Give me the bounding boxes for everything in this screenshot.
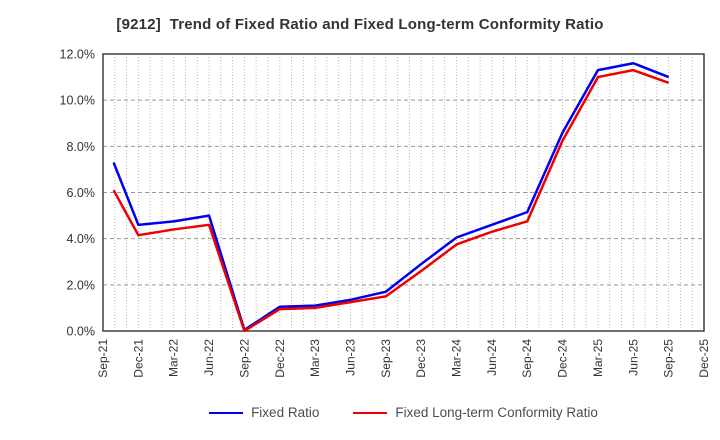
svg-text:Dec-22: Dec-22 [273, 339, 287, 378]
svg-text:10.0%: 10.0% [60, 94, 95, 108]
v-gridlines [102, 54, 705, 331]
svg-text:12.0%: 12.0% [60, 48, 95, 62]
svg-text:Sep-21: Sep-21 [96, 339, 110, 378]
legend: Fixed Ratio Fixed Long-term Conformity R… [103, 405, 704, 420]
svg-text:Sep-22: Sep-22 [237, 339, 251, 378]
legend-label-fixed-ratio: Fixed Ratio [251, 405, 320, 420]
legend-item-fixed-ratio: Fixed Ratio [209, 405, 319, 420]
legend-label-fixed-long-term-conformity-ratio: Fixed Long-term Conformity Ratio [395, 405, 598, 420]
svg-text:Jun-23: Jun-23 [343, 339, 357, 376]
svg-text:8.0%: 8.0% [67, 140, 96, 154]
svg-text:Dec-25: Dec-25 [697, 339, 711, 378]
svg-text:6.0%: 6.0% [67, 186, 96, 200]
svg-text:Dec-23: Dec-23 [414, 339, 428, 378]
svg-text:Mar-22: Mar-22 [167, 339, 181, 377]
y-axis-labels: 0.0% 2.0% 4.0% 6.0% 8.0% 10.0% 12.0% [60, 48, 95, 339]
chart-title: [9212] Trend of Fixed Ratio and Fixed Lo… [116, 16, 604, 33]
svg-text:Sep-25: Sep-25 [662, 339, 676, 378]
svg-text:0.0%: 0.0% [67, 325, 96, 339]
svg-text:Mar-24: Mar-24 [450, 339, 464, 377]
svg-text:2.0%: 2.0% [67, 278, 96, 292]
fixed-long-term-conformity-ratio-line-icon [353, 411, 388, 414]
svg-text:Jun-22: Jun-22 [202, 339, 216, 376]
series-line-fixed-ratio [112, 61, 670, 332]
svg-text:Jun-24: Jun-24 [485, 339, 499, 376]
svg-text:Sep-23: Sep-23 [379, 339, 393, 378]
h-gridlines [103, 53, 704, 332]
svg-text:4.0%: 4.0% [67, 232, 96, 246]
svg-text:Jun-25: Jun-25 [626, 339, 640, 376]
series-line-fixed-long-term-conformity-ratio [112, 68, 670, 333]
svg-text:Sep-24: Sep-24 [520, 339, 534, 378]
svg-text:Mar-23: Mar-23 [308, 339, 322, 377]
legend-item-fixed-long-term-conformity-ratio: Fixed Long-term Conformity Ratio [353, 405, 598, 420]
svg-text:Dec-24: Dec-24 [556, 339, 570, 378]
svg-text:Dec-21: Dec-21 [131, 339, 145, 378]
plot-border [102, 53, 705, 332]
svg-text:Mar-25: Mar-25 [591, 339, 605, 377]
x-axis-labels: Sep-21 Dec-21 Mar-22 Jun-22 Sep-22 Dec-22 Mar-… [96, 339, 711, 378]
fixed-ratio-line-icon [209, 411, 244, 414]
